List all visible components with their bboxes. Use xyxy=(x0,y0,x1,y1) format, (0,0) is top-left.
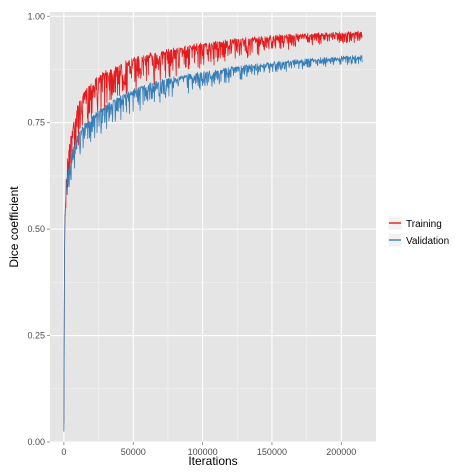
x-tick-label: 50000 xyxy=(121,447,146,457)
legend: Training Validation xyxy=(387,215,449,248)
series-line-training xyxy=(63,30,363,424)
x-tick-label: 150000 xyxy=(257,447,287,457)
y-tick-label: 1.00 xyxy=(27,11,45,21)
legend-label-training: Training xyxy=(406,219,442,230)
x-tick-label: 0 xyxy=(61,447,66,457)
series-line-validation xyxy=(63,55,363,432)
x-tick-label: 100000 xyxy=(188,447,218,457)
y-axis-title: Dice coefficient xyxy=(7,186,21,268)
series-layer xyxy=(63,30,363,432)
y-tick-label: 0.25 xyxy=(27,331,45,341)
y-tick-label: 0.00 xyxy=(27,437,45,447)
y-tick-label: 0.50 xyxy=(27,224,45,234)
legend-label-validation: Validation xyxy=(406,236,449,247)
major-gridlines xyxy=(50,12,376,443)
y-axis-ticks: 0.00 0.25 0.50 0.75 1.00 xyxy=(27,11,50,447)
x-axis-title: Iterations xyxy=(188,454,237,468)
x-tick-label: 200000 xyxy=(326,447,356,457)
y-tick-label: 0.75 xyxy=(27,118,45,128)
x-axis-ticks: 0 50000 100000 150000 200000 xyxy=(61,442,356,457)
